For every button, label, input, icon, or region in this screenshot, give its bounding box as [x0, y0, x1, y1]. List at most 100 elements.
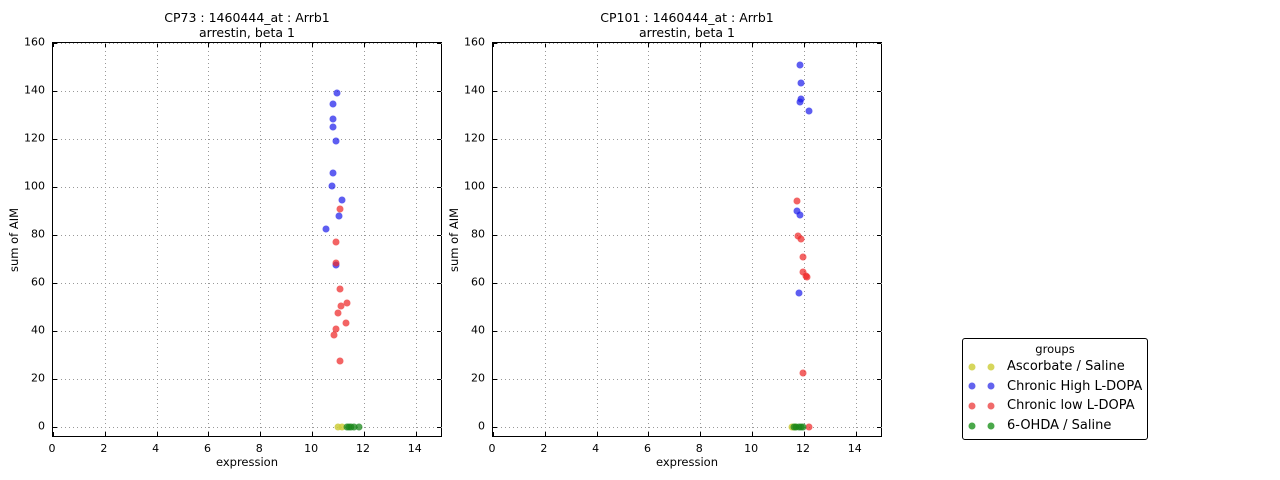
plot-title-line2: arrestin, beta 1	[638, 24, 735, 40]
legend-entry: Ascorbate / Saline	[963, 357, 1147, 377]
subplot-cp101: CP101 : 1460444_at : Arrb1 arrestin, bet…	[447, 10, 883, 469]
tick-mark-x-top	[415, 43, 417, 47]
gridline-x	[544, 43, 546, 438]
scatter-point	[799, 268, 807, 276]
gridline-y	[53, 138, 443, 140]
gridline-x	[156, 43, 158, 438]
legend-title: groups	[1035, 342, 1075, 356]
tick-mark-y-right	[437, 330, 441, 332]
tick-mark-y-right	[877, 426, 881, 428]
tick-mark-y-right	[437, 426, 441, 428]
scatter-point	[799, 369, 807, 377]
tick-mark-x-top	[53, 43, 54, 47]
legend-entry-label: 6-OHDA / Saline	[1007, 417, 1112, 433]
gridline-x	[312, 43, 314, 438]
tick-mark-x-top	[156, 43, 158, 47]
tick-mark-y-left	[53, 90, 57, 92]
gridline-x	[700, 43, 702, 438]
scatter-point	[332, 259, 340, 267]
y-tick-label: 60	[471, 275, 485, 289]
gridline-y	[493, 43, 883, 44]
gridline-x	[803, 43, 805, 438]
tick-mark-y-right	[437, 378, 441, 380]
tick-mark-x-bottom	[493, 432, 494, 436]
tick-mark-y-right	[877, 234, 881, 236]
gridline-y	[53, 43, 443, 44]
tick-mark-y-left	[493, 378, 497, 380]
legend-marker-icon	[968, 363, 976, 371]
y-tick-label: 120	[24, 131, 45, 145]
scatter-point	[332, 325, 340, 333]
scatter-point	[338, 196, 346, 204]
y-tick-label: 60	[31, 275, 45, 289]
y-axis-label: sum of AIM	[447, 207, 461, 272]
scatter-point	[334, 309, 342, 317]
y-tick-label: 80	[31, 227, 45, 241]
legend-entry-label: Chronic High L-DOPA	[1007, 378, 1143, 394]
x-tick-label: 12	[355, 442, 370, 455]
scatter-point	[795, 289, 803, 297]
x-tick-label: 4	[592, 442, 600, 455]
legend-entry: Chronic low L-DOPA	[963, 396, 1147, 416]
gridline-y	[53, 426, 443, 428]
axes-frame	[52, 42, 443, 438]
y-tick-label: 140	[24, 83, 45, 97]
gridline-y	[53, 186, 443, 188]
scatter-point	[342, 319, 350, 327]
scatter-point	[805, 423, 813, 431]
scatter-point	[335, 212, 343, 220]
x-tick-label: 6	[203, 442, 211, 455]
legend-marker-icon	[987, 402, 995, 410]
scatter-point	[343, 299, 351, 307]
y-tick-label: 100	[24, 179, 45, 193]
tick-mark-x-bottom	[803, 432, 805, 436]
x-axis-label: expression	[655, 455, 719, 469]
gridline-y	[493, 138, 883, 140]
x-tick-label: 4	[152, 442, 160, 455]
tick-mark-y-left	[493, 282, 497, 284]
gridline-x	[104, 43, 106, 438]
tick-mark-y-left	[53, 426, 57, 428]
plot-title: CP101 : 1460444_at : Arrb1 arrestin, bet…	[492, 10, 882, 40]
tick-mark-y-right	[877, 330, 881, 332]
x-tick-label: 14	[847, 442, 862, 455]
tick-mark-x-top	[752, 43, 754, 47]
gridline-y	[493, 186, 883, 188]
tick-mark-x-top	[363, 43, 365, 47]
scatter-point	[329, 100, 337, 108]
x-tick-label: 8	[255, 442, 263, 455]
scatter-point	[332, 137, 340, 145]
tick-mark-x-bottom	[363, 432, 365, 436]
x-tick-label: 0	[488, 442, 496, 455]
y-tick-label: 0	[38, 419, 45, 433]
tick-mark-y-right	[877, 138, 881, 140]
scatter-point	[329, 169, 337, 177]
scatter-point	[330, 331, 338, 339]
legend-entry: 6-OHDA / Saline	[963, 416, 1147, 436]
gridline-y	[493, 234, 883, 236]
legend-entry-label: Chronic low L-DOPA	[1007, 398, 1135, 414]
tick-mark-y-right	[877, 186, 881, 188]
x-tick-label: 8	[695, 442, 703, 455]
tick-mark-x-top	[208, 43, 210, 47]
y-tick-label: 160	[24, 35, 45, 49]
x-tick-label: 14	[407, 442, 422, 455]
plot-title-line1: CP101 : 1460444_at : Arrb1	[600, 10, 774, 25]
plot-title: CP73 : 1460444_at : Arrb1 arrestin, beta…	[52, 10, 442, 40]
gridline-y	[493, 330, 883, 332]
x-tick-label: 2	[100, 442, 108, 455]
y-tick-label: 20	[31, 371, 45, 385]
x-tick-label: 2	[540, 442, 548, 455]
gridline-y	[493, 90, 883, 92]
tick-mark-y-right	[877, 282, 881, 284]
tick-mark-x-bottom	[415, 432, 417, 436]
y-tick-label: 140	[464, 83, 485, 97]
gridline-x	[648, 43, 650, 438]
y-tick-label: 0	[478, 419, 485, 433]
scatter-point	[322, 225, 330, 233]
tick-mark-y-left	[493, 186, 497, 188]
tick-mark-x-top	[803, 43, 805, 47]
gridline-x	[260, 43, 262, 438]
x-tick-label: 10	[744, 442, 759, 455]
